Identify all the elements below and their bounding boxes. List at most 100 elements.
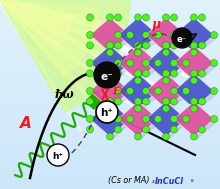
Circle shape — [114, 126, 121, 133]
Text: μ: μ — [152, 18, 161, 31]
Circle shape — [47, 144, 69, 166]
Polygon shape — [93, 20, 133, 56]
Circle shape — [183, 32, 189, 39]
Circle shape — [170, 88, 178, 94]
Bar — [0, 91, 220, 92]
Bar — [0, 162, 220, 163]
Bar — [0, 56, 220, 57]
Polygon shape — [149, 48, 189, 84]
Circle shape — [170, 42, 178, 49]
Bar — [0, 125, 220, 126]
Bar — [0, 133, 220, 134]
Circle shape — [170, 126, 178, 133]
Circle shape — [191, 98, 198, 105]
Bar — [0, 32, 220, 33]
Bar — [0, 90, 220, 91]
Bar — [0, 129, 220, 130]
Circle shape — [114, 32, 121, 39]
Bar — [0, 76, 220, 77]
Polygon shape — [118, 73, 158, 109]
Circle shape — [163, 49, 169, 56]
Bar — [0, 109, 220, 110]
Text: ℏω: ℏω — [55, 88, 75, 101]
Bar — [0, 65, 220, 66]
Polygon shape — [174, 17, 214, 53]
Bar — [0, 146, 220, 147]
Polygon shape — [149, 20, 189, 56]
Bar — [0, 95, 220, 96]
Text: ₆: ₆ — [191, 178, 194, 184]
Bar — [0, 10, 220, 11]
Bar — [0, 73, 220, 74]
Circle shape — [211, 115, 218, 122]
Bar — [0, 27, 220, 28]
Bar — [0, 106, 220, 107]
Bar — [0, 157, 220, 158]
Bar — [0, 170, 220, 171]
Bar — [0, 101, 220, 102]
Bar — [0, 19, 220, 20]
Bar — [0, 55, 220, 56]
Polygon shape — [121, 104, 161, 140]
Bar — [0, 141, 220, 142]
Polygon shape — [93, 48, 133, 84]
Bar — [0, 103, 220, 104]
Circle shape — [134, 133, 141, 140]
Circle shape — [114, 115, 121, 122]
Bar — [0, 107, 220, 108]
Bar — [0, 183, 220, 184]
Bar — [0, 70, 220, 71]
Text: e⁻: e⁻ — [177, 35, 187, 44]
Polygon shape — [93, 76, 133, 112]
Bar — [0, 187, 220, 188]
Bar — [0, 118, 220, 119]
Bar — [0, 186, 220, 187]
Bar — [0, 119, 220, 120]
Bar — [0, 66, 220, 67]
Circle shape — [198, 42, 205, 49]
Circle shape — [106, 42, 114, 49]
Bar — [0, 149, 220, 150]
Text: ₂: ₂ — [152, 178, 155, 184]
Circle shape — [106, 77, 114, 84]
Text: InCuCl: InCuCl — [155, 177, 184, 185]
Bar — [0, 98, 220, 99]
Polygon shape — [93, 104, 133, 140]
Polygon shape — [146, 17, 186, 53]
Bar — [0, 110, 220, 111]
Bar — [0, 128, 220, 129]
Circle shape — [134, 14, 141, 21]
Bar — [0, 15, 220, 16]
Bar — [0, 29, 220, 30]
Polygon shape — [121, 20, 161, 56]
Bar — [0, 58, 220, 59]
Bar — [0, 49, 220, 50]
Bar — [0, 63, 220, 64]
Circle shape — [163, 14, 169, 21]
Bar — [0, 161, 220, 162]
Circle shape — [191, 42, 198, 49]
Bar — [0, 136, 220, 137]
Bar — [0, 93, 220, 94]
Circle shape — [154, 88, 161, 94]
Bar — [0, 1, 220, 2]
Bar — [0, 155, 220, 156]
Circle shape — [198, 14, 205, 21]
Text: h⁺: h⁺ — [52, 152, 64, 161]
Circle shape — [106, 105, 114, 112]
Bar — [0, 165, 220, 166]
Bar — [0, 113, 220, 114]
Polygon shape — [174, 73, 214, 109]
Bar — [0, 139, 220, 140]
Bar — [0, 12, 220, 13]
Bar — [0, 5, 220, 6]
Circle shape — [143, 32, 150, 39]
Circle shape — [191, 49, 198, 56]
Bar — [0, 97, 220, 98]
Circle shape — [183, 60, 189, 67]
Bar — [0, 69, 220, 70]
Polygon shape — [177, 76, 217, 112]
Bar — [0, 31, 220, 32]
Bar — [0, 117, 220, 118]
Bar — [0, 42, 220, 43]
